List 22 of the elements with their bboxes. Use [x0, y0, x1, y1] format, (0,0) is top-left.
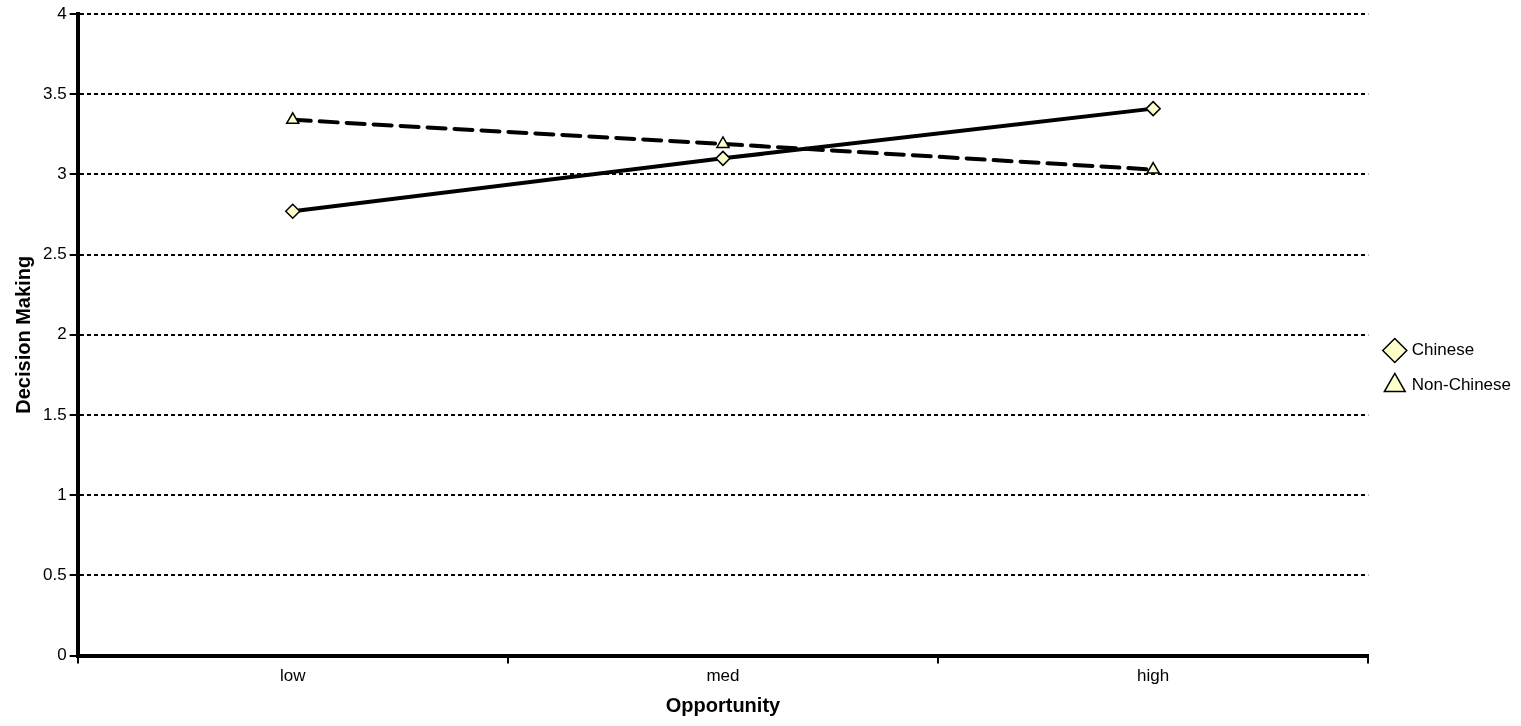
y-tick-label: 4: [57, 3, 67, 23]
x-axis-title: Opportunity: [665, 693, 782, 716]
y-tick-label: 1: [57, 484, 67, 504]
legend-label: Non-Chinese: [1411, 375, 1512, 395]
point: [284, 203, 301, 220]
point: [285, 112, 300, 125]
y-tick-label: 1.5: [42, 404, 67, 424]
point: [715, 150, 731, 167]
point: [716, 136, 730, 149]
y-tick-label: 2.5: [42, 244, 67, 264]
y-tick-label: 3: [57, 164, 67, 184]
y-tick-label: 3.5: [42, 83, 67, 103]
point: [1146, 161, 1160, 174]
y-tick-label: 0.5: [42, 565, 67, 585]
point: [1145, 100, 1161, 117]
x-tick-label: low: [279, 666, 307, 686]
x-tick-label: med: [706, 666, 740, 686]
y-tick-label: 2: [57, 324, 67, 344]
x-tick-label: high: [1137, 666, 1170, 686]
legend-label: Chinese: [1411, 340, 1475, 360]
y-tick-label: 0: [57, 645, 67, 665]
y-axis-title: Decision Making: [11, 255, 34, 414]
